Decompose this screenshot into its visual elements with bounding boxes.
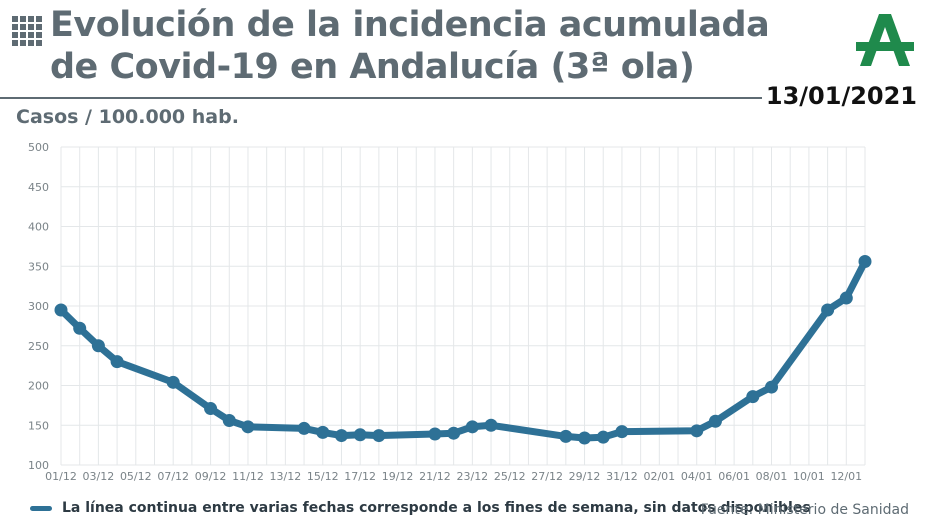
data-point <box>708 414 722 428</box>
x-tick-label: 12/01 <box>830 470 862 483</box>
x-tick-label: 25/12 <box>494 470 526 483</box>
y-tick-label: 300 <box>28 300 49 313</box>
x-tick-label: 11/12 <box>232 470 264 483</box>
title-line-2: de Covid-19 en Andalucía (3ª ola) <box>50 47 695 87</box>
title-line-1: Evolución de la incidencia acumulada <box>50 5 770 45</box>
x-tick-label: 13/12 <box>270 470 302 483</box>
data-point <box>166 375 180 389</box>
legend: La línea continua entre varias fechas co… <box>30 500 811 516</box>
legend-line-swatch <box>30 505 52 511</box>
data-point <box>858 254 872 268</box>
data-point <box>353 428 367 442</box>
x-tick-label: 03/12 <box>83 470 115 483</box>
data-point <box>578 431 592 445</box>
data-point <box>765 380 779 394</box>
x-tick-label: 04/01 <box>681 470 713 483</box>
x-tick-label: 08/01 <box>756 470 788 483</box>
x-tick-label: 09/12 <box>195 470 227 483</box>
data-point <box>839 291 853 305</box>
y-tick-label: 100 <box>28 459 49 472</box>
data-point <box>821 303 835 317</box>
x-tick-label: 02/01 <box>643 470 675 483</box>
data-point <box>91 339 105 353</box>
page-title: Evolución de la incidencia acumulada de … <box>50 4 770 88</box>
source-note: Fuente: Ministerio de Sanidad <box>700 502 909 518</box>
data-point <box>110 355 124 369</box>
data-point <box>222 413 236 427</box>
x-tick-label: 23/12 <box>456 470 488 483</box>
data-point <box>73 321 87 335</box>
x-tick-label: 05/12 <box>120 470 152 483</box>
y-tick-label: 500 <box>28 141 49 154</box>
data-point <box>690 424 704 438</box>
junta-andalucia-logo-icon <box>856 14 914 66</box>
data-point <box>465 420 479 434</box>
x-tick-label: 29/12 <box>569 470 601 483</box>
series-line <box>57 258 869 442</box>
data-point <box>596 430 610 444</box>
legend-text: La línea continua entre varias fechas co… <box>62 500 811 516</box>
data-point <box>54 303 68 317</box>
data-point <box>297 421 311 435</box>
data-point <box>204 402 218 416</box>
data-point <box>241 420 255 434</box>
x-tick-label: 21/12 <box>419 470 451 483</box>
x-tick-label: 01/12 <box>45 470 77 483</box>
x-tick-label: 07/12 <box>157 470 189 483</box>
y-tick-label: 350 <box>28 260 49 273</box>
data-point <box>615 425 629 439</box>
data-point <box>559 429 573 443</box>
data-point <box>372 429 386 443</box>
data-point <box>746 390 760 404</box>
y-tick-label: 400 <box>28 221 49 234</box>
data-point <box>484 418 498 432</box>
data-point <box>447 426 461 440</box>
y-tick-label: 250 <box>28 340 49 353</box>
y-axis-label: Casos / 100.000 hab. <box>16 106 239 128</box>
data-point <box>428 427 442 441</box>
data-point <box>334 429 348 443</box>
x-tick-label: 10/01 <box>793 470 825 483</box>
grid-icon <box>12 16 42 46</box>
date-label: 13/01/2021 <box>765 82 917 110</box>
data-point <box>316 425 330 439</box>
x-tick-label: 06/01 <box>718 470 750 483</box>
header-divider <box>0 97 762 99</box>
line-chart: 100 150 200 250 300 350 400 450 500 01/12 03/12 05/… <box>28 141 872 483</box>
x-tick-label: 19/12 <box>382 470 414 483</box>
x-tick-label: 17/12 <box>344 470 376 483</box>
y-tick-label: 450 <box>28 181 49 194</box>
y-tick-label: 150 <box>28 419 49 432</box>
y-tick-label: 200 <box>28 380 49 393</box>
x-tick-label: 15/12 <box>307 470 339 483</box>
x-tick-label: 31/12 <box>606 470 638 483</box>
x-tick-label: 27/12 <box>531 470 563 483</box>
